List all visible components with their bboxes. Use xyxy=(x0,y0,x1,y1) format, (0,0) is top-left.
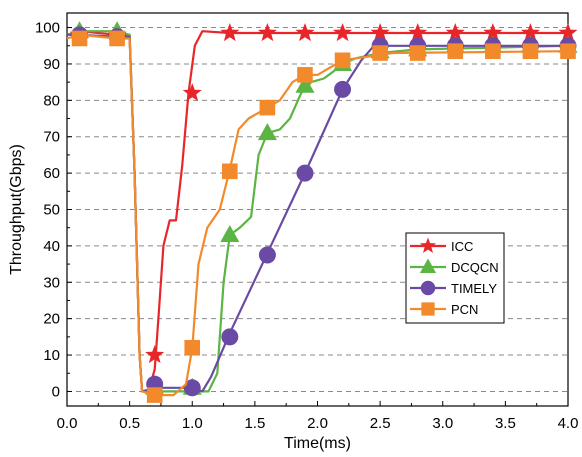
pcn-marker xyxy=(485,43,501,60)
pcn-marker xyxy=(297,67,313,83)
timely-marker xyxy=(296,164,314,182)
legend-marker xyxy=(420,280,436,296)
x-tick-label: 0.0 xyxy=(57,415,78,432)
pcn-marker xyxy=(334,52,351,69)
icc-marker xyxy=(408,23,428,42)
icc-marker xyxy=(558,23,578,42)
x-tick-label: 4.0 xyxy=(558,415,579,432)
icc-marker xyxy=(445,23,465,42)
x-tick-label: 3.5 xyxy=(495,415,516,432)
x-tick-label: 3.0 xyxy=(432,415,453,432)
y-tick-label: 50 xyxy=(43,202,60,219)
pcn-marker xyxy=(222,163,238,180)
timely-marker xyxy=(258,246,276,264)
series-dcqcn xyxy=(66,21,578,395)
dcqcn-marker xyxy=(220,224,240,242)
y-tick-label: 40 xyxy=(43,238,60,255)
pcn-marker xyxy=(409,45,426,61)
y-tick-labels: 0 10 20 30 40 50 60 70 80 90 100 xyxy=(35,20,60,401)
y-tick-label: 20 xyxy=(43,311,60,328)
icc-marker xyxy=(182,83,202,102)
series-pcn xyxy=(66,30,576,403)
pcn-marker xyxy=(522,43,539,60)
y-tick-label: 70 xyxy=(43,129,60,146)
timely-marker xyxy=(183,379,201,397)
x-tick-label: 2.0 xyxy=(307,415,328,432)
y-tick-label: 0 xyxy=(52,383,60,400)
pcn-marker xyxy=(146,387,163,403)
timely-marker xyxy=(334,80,352,98)
x-tick-labels: 0.0 0.5 1.0 1.5 2.0 2.5 3.0 3.5 4.0 xyxy=(57,415,579,432)
y-tick-label: 10 xyxy=(43,347,60,364)
y-tick-label: 100 xyxy=(35,20,60,37)
pcn-marker xyxy=(560,43,576,60)
pcn-line xyxy=(66,33,569,397)
pcn-marker xyxy=(184,339,201,356)
icc-marker xyxy=(295,23,315,42)
y-tick-label: 80 xyxy=(43,92,60,109)
pcn-marker xyxy=(372,45,388,61)
icc-marker xyxy=(483,23,503,42)
legend-item-timely: TIMELY xyxy=(410,280,497,296)
pcn-marker xyxy=(71,30,88,47)
icc-marker xyxy=(520,23,540,42)
y-tick-label: 60 xyxy=(43,165,60,182)
icc-marker xyxy=(145,345,165,364)
legend-label: PCN xyxy=(451,302,478,317)
legend-item-dcqcn: DCQCN xyxy=(410,258,499,275)
x-axis-title: Time(ms) xyxy=(284,435,351,452)
timely-line xyxy=(67,33,568,393)
icc-marker xyxy=(220,23,240,42)
legend-item-pcn: PCN xyxy=(410,302,478,317)
legend-marker xyxy=(419,237,437,253)
timely-marker xyxy=(221,328,239,346)
dcqcn-marker xyxy=(295,75,315,93)
x-tick-label: 2.5 xyxy=(370,415,391,432)
pcn-marker xyxy=(109,30,125,47)
legend: ICC DCQCN TIMELY PCN xyxy=(405,232,505,324)
y-axis-title: Throughput(Gbps) xyxy=(8,144,25,275)
pcn-marker xyxy=(259,99,276,116)
series-timely xyxy=(67,26,577,397)
y-tick-label: 30 xyxy=(43,274,60,291)
legend-item-icc: ICC xyxy=(410,237,473,254)
x-tick-label: 1.0 xyxy=(182,415,203,432)
icc-line xyxy=(66,30,568,393)
icc-marker xyxy=(370,23,390,42)
legend-label: ICC xyxy=(451,239,473,254)
legend-marker xyxy=(419,258,437,273)
axis-ticks xyxy=(66,27,569,406)
series-group xyxy=(66,21,578,403)
legend-label: TIMELY xyxy=(451,281,497,296)
legend-label: DCQCN xyxy=(451,260,499,275)
x-tick-label: 0.5 xyxy=(119,415,140,432)
dcqcn-line xyxy=(66,30,569,393)
dcqcn-marker xyxy=(257,123,277,141)
icc-marker xyxy=(257,23,277,42)
gridlines xyxy=(67,27,568,392)
pcn-marker xyxy=(447,43,464,60)
icc-marker xyxy=(333,23,353,42)
y-tick-label: 90 xyxy=(43,56,60,73)
x-tick-label: 1.5 xyxy=(244,415,265,432)
legend-marker xyxy=(421,302,435,316)
